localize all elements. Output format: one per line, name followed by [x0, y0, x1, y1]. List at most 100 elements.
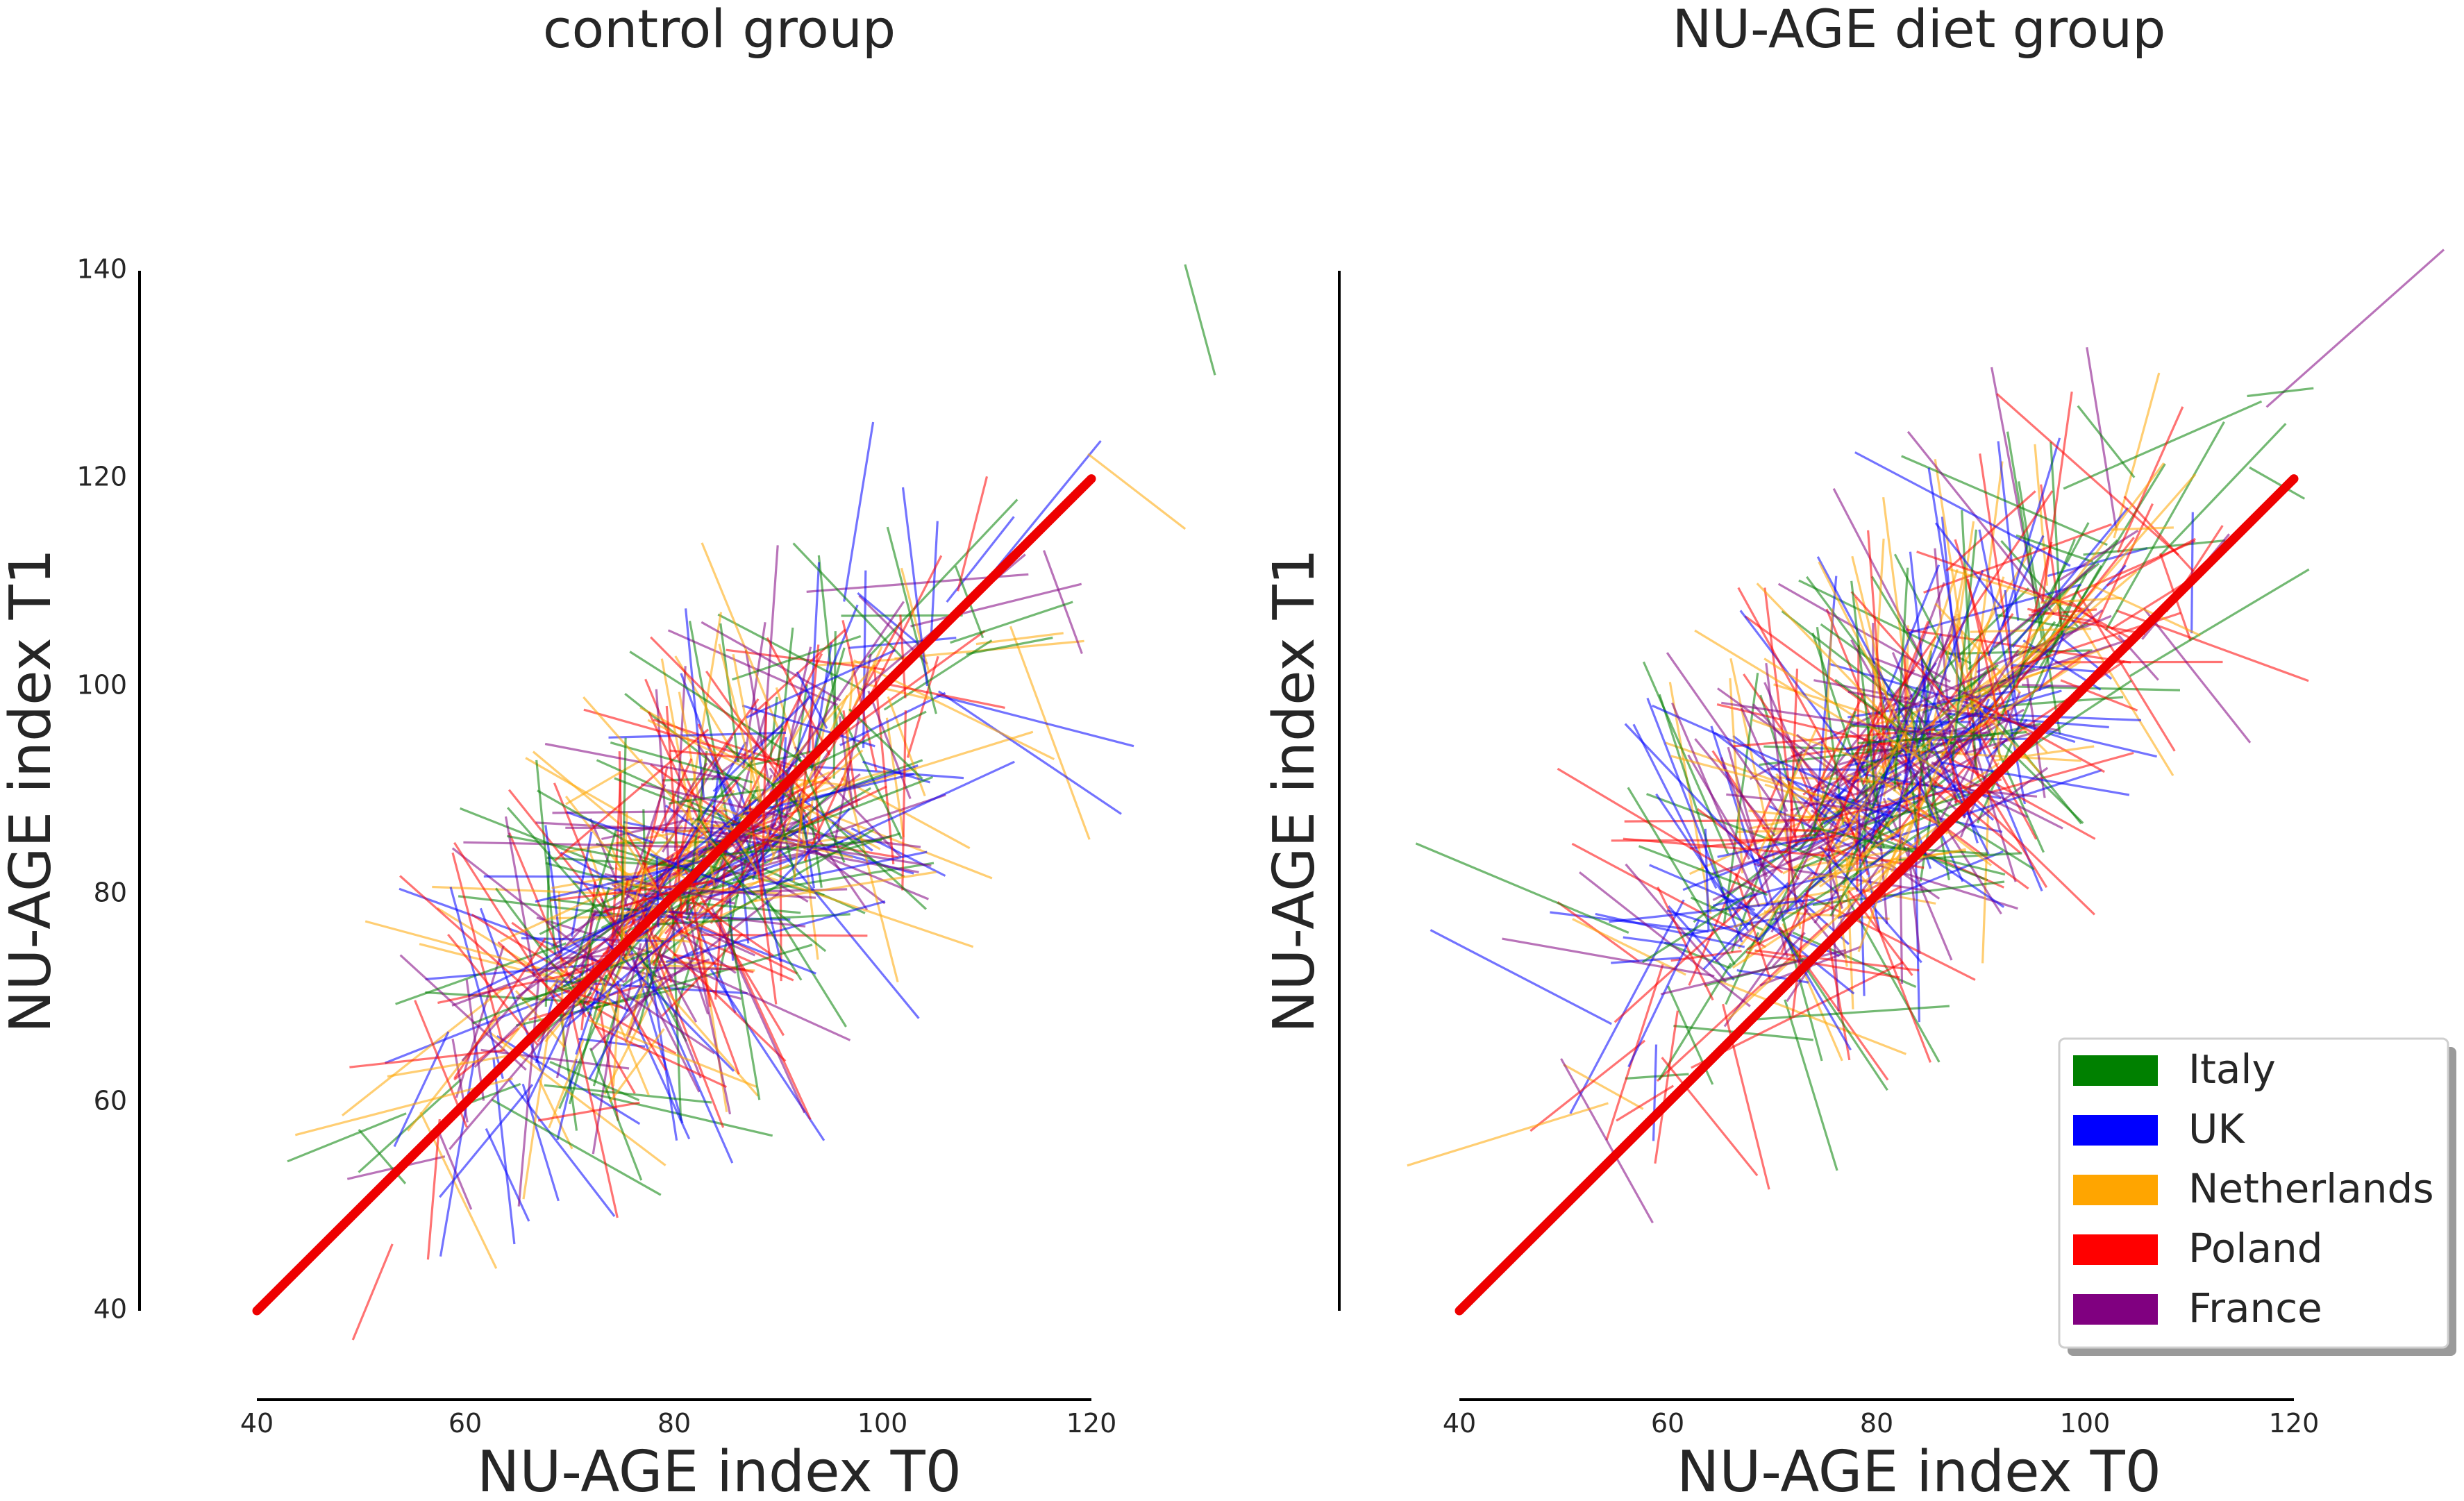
arrow-mark-uk — [2013, 664, 2104, 673]
arrow-mark-italy — [2015, 534, 2094, 563]
arrow-mark-italy — [358, 1078, 462, 1173]
arrow-mark-france — [1763, 682, 1819, 805]
legend: Italy UK Netherlands Poland France — [2058, 1037, 2456, 1356]
arrow-mark-italy — [731, 635, 862, 681]
arrow-mark-poland — [451, 852, 504, 1043]
arrow-mark-france — [1771, 932, 1806, 968]
arrow-mark-italy — [1793, 798, 1970, 872]
arrow-mark-poland — [665, 705, 683, 919]
arrow-mark-italy — [698, 817, 803, 981]
arrow-mark-france — [685, 903, 732, 1115]
arrow-mark-italy — [591, 1092, 773, 1137]
arrow-mark-france — [648, 958, 710, 985]
arrow-mark-poland — [869, 555, 943, 696]
arrow-mark-poland — [1529, 1039, 1646, 1132]
arrow-mark-france — [669, 910, 806, 928]
arrow-mark-netherlands — [341, 984, 509, 1116]
arrow-mark-uk — [1885, 714, 1995, 776]
arrow-mark-poland — [497, 941, 569, 1005]
arrow-mark-italy — [680, 832, 901, 900]
arrow-mark-italy — [1870, 576, 1945, 696]
arrow-mark-france — [1731, 817, 1791, 919]
arrow-mark-italy — [580, 887, 610, 977]
arrow-mark-netherlands — [2090, 584, 2202, 637]
arrow-mark-poland — [508, 789, 630, 940]
arrow-mark-poland — [1624, 819, 1825, 823]
x-tick-label: 80 — [657, 1408, 691, 1439]
arrow-mark-poland — [752, 628, 846, 716]
arrow-mark-poland — [1623, 837, 1832, 857]
arrow-mark-italy — [1842, 687, 1919, 885]
arrow-mark-france — [1847, 690, 2060, 732]
arrow-mark-netherlands — [1757, 727, 1818, 855]
arrow-mark-uk — [1927, 467, 1961, 663]
arrow-mark-france — [580, 964, 715, 1055]
x-tick-label: 40 — [1443, 1408, 1476, 1439]
arrow-marks — [1407, 249, 2445, 1224]
arrow-mark-poland — [1954, 740, 2048, 889]
arrow-mark-netherlands — [1825, 703, 1924, 871]
arrow-mark-italy — [2249, 466, 2306, 500]
arrow-mark-uk — [1624, 723, 1759, 865]
arrow-mark-france — [610, 784, 667, 945]
arrow-mark-netherlands — [548, 1039, 585, 1129]
legend-swatch — [2073, 1175, 2158, 1205]
arrow-mark-uk — [1850, 843, 1900, 883]
arrow-mark-netherlands — [1009, 626, 1091, 840]
arrow-mark-france — [399, 954, 527, 1071]
arrow-mark-poland — [669, 749, 767, 762]
arrow-mark-poland — [635, 758, 693, 880]
arrow-mark-netherlands — [1845, 857, 1854, 1009]
y-tick-label: 60 — [94, 1086, 127, 1116]
arrow-mark-poland — [603, 964, 667, 1071]
arrow-mark-uk — [839, 691, 946, 746]
arrow-mark-italy — [1893, 567, 1909, 791]
arrow-mark-italy — [544, 1084, 712, 1104]
arrow-mark-uk — [1930, 741, 1990, 855]
arrow-mark-netherlands — [1572, 918, 1686, 976]
arrow-mark-uk — [485, 1127, 530, 1222]
identity-line — [252, 474, 1096, 1316]
arrow-mark-italy — [2063, 400, 2263, 490]
arrow-mark-france — [673, 666, 687, 852]
arrow-mark-france — [1560, 1058, 1654, 1224]
arrow-mark-uk — [1848, 784, 1868, 810]
arrow-mark-poland — [1905, 628, 2131, 664]
arrow-mark-netherlands — [1934, 459, 1975, 714]
arrow-mark-italy — [2129, 568, 2310, 678]
arrow-mark-netherlands — [1668, 682, 1712, 914]
arrow-mark-poland — [1737, 587, 1858, 803]
arrow-mark-netherlands — [626, 825, 698, 1036]
arrow-mark-netherlands — [1970, 628, 2092, 633]
arrow-mark-uk — [1829, 662, 1991, 711]
legend-swatch — [2073, 1055, 2158, 1086]
arrow-mark-uk — [827, 760, 1015, 849]
arrow-mark-italy — [886, 526, 937, 714]
arrow-mark-netherlands — [1925, 568, 1966, 761]
arrow-mark-poland — [885, 682, 1005, 709]
arrow-mark-italy — [1951, 529, 1977, 762]
arrow-mark-france — [1752, 703, 1881, 848]
y-tick-label: 40 — [94, 1294, 127, 1325]
arrow-mark-uk — [492, 1057, 516, 1245]
arrow-mark-france — [1502, 937, 1715, 978]
arrow-mark-uk — [930, 521, 939, 638]
arrow-mark-uk — [843, 421, 875, 602]
arrow-mark-netherlands — [565, 758, 644, 805]
arrow-mark-uk — [709, 850, 928, 898]
arrow-mark-italy — [2077, 405, 2136, 478]
x-tick-label: 40 — [240, 1408, 274, 1439]
arrow-mark-france — [634, 854, 675, 930]
arrow-mark-poland — [650, 636, 811, 799]
arrow-mark-uk — [1755, 812, 1889, 943]
arrow-mark-poland — [1981, 537, 2135, 729]
arrow-mark-italy — [719, 623, 739, 763]
arrow-mark-italy — [810, 647, 846, 766]
arrow-mark-france — [698, 889, 816, 899]
arrow-mark-uk — [2011, 507, 2129, 648]
arrow-mark-uk — [1997, 441, 2020, 621]
arrow-mark-poland — [691, 896, 712, 1007]
arrow-mark-uk — [1652, 1044, 1658, 1141]
arrow-mark-netherlands — [594, 964, 650, 1096]
arrow-mark-italy — [2038, 463, 2166, 669]
